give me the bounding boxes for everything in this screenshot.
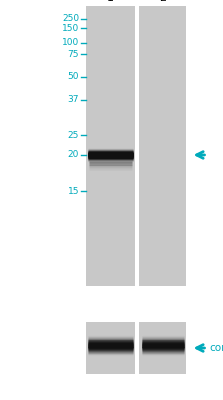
Text: 50: 50 <box>68 72 79 81</box>
Text: 20: 20 <box>68 150 79 160</box>
Text: 150: 150 <box>62 24 79 33</box>
Text: 25: 25 <box>68 131 79 140</box>
Text: 1: 1 <box>107 0 114 3</box>
Text: 75: 75 <box>68 50 79 59</box>
Text: 15: 15 <box>68 187 79 196</box>
Bar <box>139 322 186 374</box>
Text: 2: 2 <box>159 0 166 3</box>
Text: 250: 250 <box>62 14 79 23</box>
Text: 37: 37 <box>68 95 79 104</box>
Text: control: control <box>210 343 223 353</box>
Bar <box>86 322 135 374</box>
Text: 100: 100 <box>62 38 79 48</box>
Bar <box>139 6 186 286</box>
Bar <box>86 6 135 286</box>
